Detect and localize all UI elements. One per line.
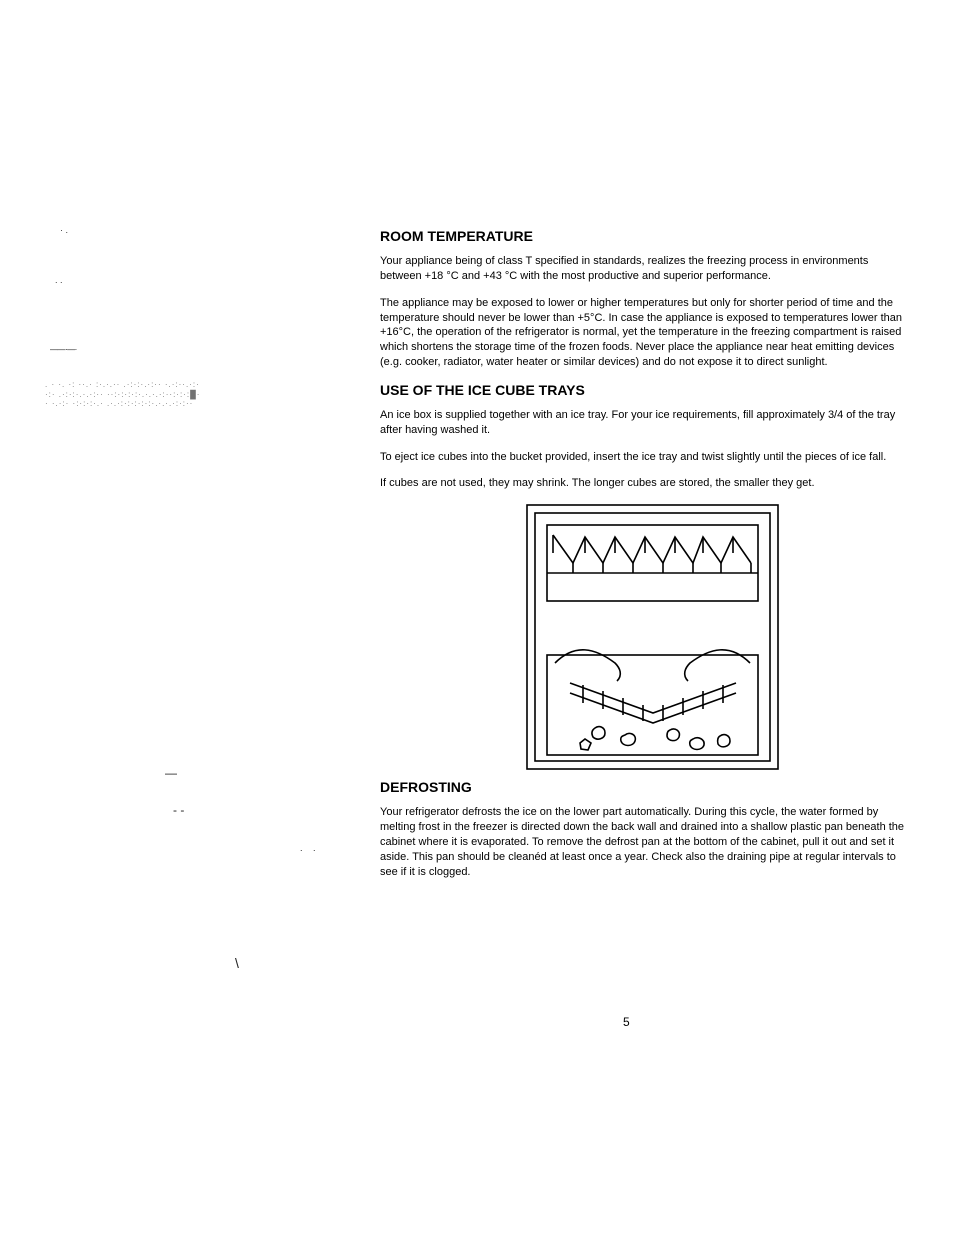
scan-noise-region: . · ·. ·: ··.· :·.·.·· .·:·:·.·:·· ·.·:·… (45, 380, 340, 445)
heading-ice-cube-trays: USE OF THE ICE CUBE TRAYS (380, 382, 905, 398)
para-ice-cube-2: To eject ice cubes into the bucket provi… (380, 450, 905, 465)
section-defrosting: DEFROSTING Your refrigerator defrosts th… (380, 779, 905, 879)
stray-mark: · . (60, 225, 68, 235)
heading-defrosting: DEFROSTING (380, 779, 905, 795)
main-content-column: ROOM TEMPERATURE Your appliance being of… (380, 228, 905, 892)
para-defrosting-1: Your refrigerator defrosts the ice on th… (380, 805, 905, 879)
stray-mark: . . (300, 843, 320, 853)
para-room-temp-1: Your appliance being of class T specifie… (380, 254, 905, 284)
stray-mark: - - (173, 803, 184, 817)
para-room-temp-2: The appliance may be exposed to lower or… (380, 296, 905, 370)
stray-mark: — (165, 766, 177, 780)
stray-mark: . . (55, 275, 63, 285)
section-room-temperature: ROOM TEMPERATURE Your appliance being of… (380, 228, 905, 370)
section-ice-cube-trays: USE OF THE ICE CUBE TRAYS An ice box is … (380, 382, 905, 491)
ice-tray-figure (525, 503, 780, 771)
heading-room-temperature: ROOM TEMPERATURE (380, 228, 905, 244)
para-ice-cube-3: If cubes are not used, they may shrink. … (380, 476, 905, 491)
stray-mark: ——·—· (50, 345, 77, 354)
stray-mark: \ (235, 955, 239, 971)
ice-tray-illustration-icon (525, 503, 780, 771)
para-ice-cube-1: An ice box is supplied together with an … (380, 408, 905, 438)
page-number: 5 (623, 1015, 630, 1029)
